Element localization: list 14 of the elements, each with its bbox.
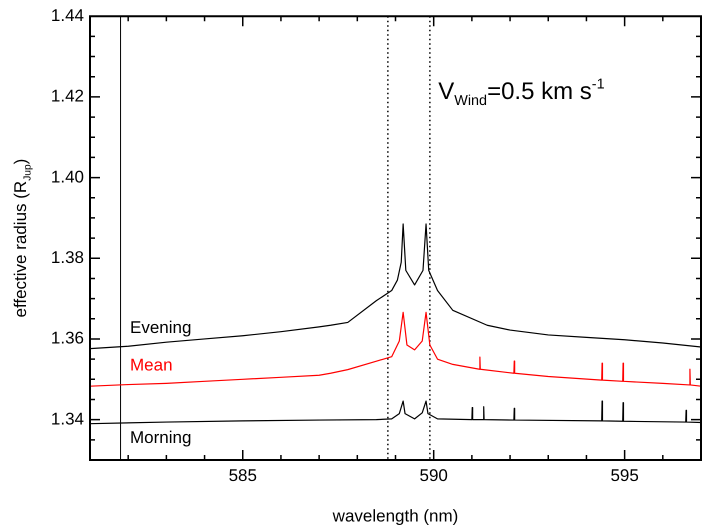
- y-tick-label: 1.34: [50, 409, 84, 428]
- series-label: Evening: [130, 318, 192, 337]
- x-axis-title: wavelength (nm): [332, 506, 458, 526]
- y-tick-label: 1.38: [50, 248, 84, 267]
- y-tick-label: 1.40: [50, 167, 84, 186]
- y-tick-label: 1.44: [50, 6, 84, 25]
- y-axis-title: effective radius (RJup): [11, 158, 34, 318]
- x-tick-label: 585: [228, 466, 257, 485]
- series-label: Morning: [130, 428, 192, 447]
- y-tick-label: 1.42: [50, 86, 84, 106]
- x-tick-label: 590: [420, 466, 448, 485]
- series-label: Mean: [130, 355, 173, 374]
- x-tick-label: 595: [610, 466, 639, 485]
- y-tick-label: 1.36: [50, 328, 84, 348]
